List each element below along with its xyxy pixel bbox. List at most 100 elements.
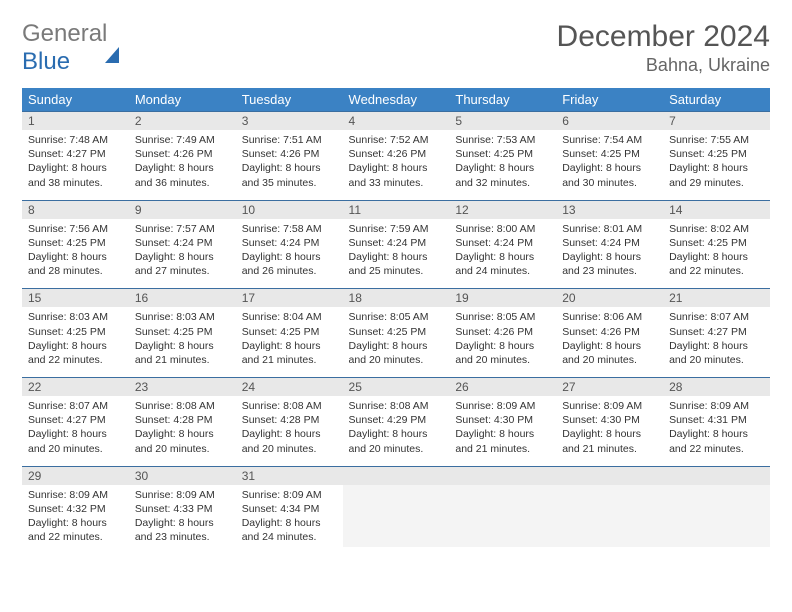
- day-cell: 26Sunrise: 8:09 AMSunset: 4:30 PMDayligh…: [449, 377, 556, 466]
- day-line-ss: Sunset: 4:26 PM: [242, 147, 337, 161]
- day-body: [663, 485, 770, 547]
- calendar-body: 1Sunrise: 7:48 AMSunset: 4:27 PMDaylight…: [22, 111, 770, 554]
- day-line-d1: Daylight: 8 hours: [669, 161, 764, 175]
- day-number: 18: [343, 289, 450, 307]
- day-body: Sunrise: 8:00 AMSunset: 4:24 PMDaylight:…: [449, 219, 556, 289]
- day-line-ss: Sunset: 4:30 PM: [455, 413, 550, 427]
- day-number: 27: [556, 378, 663, 396]
- day-line-sr: Sunrise: 8:08 AM: [135, 399, 230, 413]
- day-line-sr: Sunrise: 8:02 AM: [669, 222, 764, 236]
- day-line-d2: and 21 minutes.: [242, 353, 337, 367]
- day-number: 1: [22, 112, 129, 130]
- day-line-d1: Daylight: 8 hours: [242, 516, 337, 530]
- day-number: 28: [663, 378, 770, 396]
- triangle-icon: [105, 20, 119, 63]
- day-cell: 23Sunrise: 8:08 AMSunset: 4:28 PMDayligh…: [129, 377, 236, 466]
- calendar-row: 15 Sunrise: 8:03 AM Sunset: 4:25 PM Dayligh…: [22, 288, 770, 377]
- day-cell: 28Sunrise: 8:09 AMSunset: 4:31 PMDayligh…: [663, 377, 770, 466]
- day-line-d2: and 20 minutes.: [455, 353, 550, 367]
- day-line-ss: Sunset: 4:25 PM: [455, 147, 550, 161]
- day-line-ss: Sunset: 4:28 PM: [135, 413, 230, 427]
- day-line-ss: Sunset: 4:29 PM: [349, 413, 444, 427]
- calendar-cell: 10Sunrise: 7:58 AMSunset: 4:24 PMDayligh…: [236, 200, 343, 289]
- day-cell: 20Sunrise: 8:06 AMSunset: 4:26 PMDayligh…: [556, 288, 663, 377]
- day-line-d1: Daylight: 8 hours: [349, 161, 444, 175]
- day-line-sr: Sunrise: 7:57 AM: [135, 222, 230, 236]
- day-body: Sunrise: 8:02 AMSunset: 4:25 PMDaylight:…: [663, 219, 770, 289]
- day-line-d1: Daylight: 8 hours: [349, 339, 444, 353]
- day-line-d1: Daylight: 8 hours: [562, 339, 657, 353]
- day-line-d2: and 36 minutes.: [135, 176, 230, 190]
- day-line-d2: and 20 minutes.: [135, 442, 230, 456]
- day-cell: 10Sunrise: 7:58 AMSunset: 4:24 PMDayligh…: [236, 200, 343, 289]
- day-body: Sunrise: 7:58 AMSunset: 4:24 PMDaylight:…: [236, 219, 343, 289]
- day-line-d2: and 20 minutes.: [28, 442, 123, 456]
- day-line-ss: Sunset: 4:28 PM: [242, 413, 337, 427]
- day-line-d2: and 20 minutes.: [562, 353, 657, 367]
- weekday-header: Wednesday: [343, 88, 450, 111]
- calendar-row: 8Sunrise: 7:56 AMSunset: 4:25 PMDaylight…: [22, 200, 770, 289]
- day-line-ss: Sunset: 4:25 PM: [242, 325, 337, 339]
- day-number: 15: [22, 289, 129, 307]
- day-line-ss: Sunset: 4:27 PM: [669, 325, 764, 339]
- day-cell: 31Sunrise: 8:09 AMSunset: 4:34 PMDayligh…: [236, 466, 343, 555]
- day-cell: [343, 466, 450, 547]
- day-line-sr: Sunrise: 8:03 AM: [135, 310, 230, 324]
- day-body: Sunrise: 8:06 AMSunset: 4:26 PMDaylight:…: [556, 307, 663, 377]
- day-number: 4: [343, 112, 450, 130]
- calendar-cell: 13Sunrise: 8:01 AMSunset: 4:24 PMDayligh…: [556, 200, 663, 289]
- calendar-cell: 31Sunrise: 8:09 AMSunset: 4:34 PMDayligh…: [236, 466, 343, 555]
- location-label: Bahna, Ukraine: [557, 55, 770, 76]
- day-line-ss: Sunset: 4:31 PM: [669, 413, 764, 427]
- day-cell: 16Sunrise: 8:03 AMSunset: 4:25 PMDayligh…: [129, 288, 236, 377]
- day-cell: 1Sunrise: 7:48 AMSunset: 4:27 PMDaylight…: [22, 111, 129, 200]
- day-body: [343, 485, 450, 547]
- day-line-sr: Sunrise: 7:58 AM: [242, 222, 337, 236]
- day-cell: 30Sunrise: 8:09 AMSunset: 4:33 PMDayligh…: [129, 466, 236, 555]
- day-cell: 19Sunrise: 8:05 AMSunset: 4:26 PMDayligh…: [449, 288, 556, 377]
- calendar-cell: 5Sunrise: 7:53 AMSunset: 4:25 PMDaylight…: [449, 111, 556, 200]
- day-line-d2: and 22 minutes.: [669, 442, 764, 456]
- day-cell: 13Sunrise: 8:01 AMSunset: 4:24 PMDayligh…: [556, 200, 663, 289]
- day-body: Sunrise: 7:57 AMSunset: 4:24 PMDaylight:…: [129, 219, 236, 289]
- day-line-sr: Sunrise: 8:08 AM: [242, 399, 337, 413]
- day-body: Sunrise: 8:07 AMSunset: 4:27 PMDaylight:…: [663, 307, 770, 377]
- day-line-d2: and 24 minutes.: [242, 530, 337, 544]
- weekday-header-row: Sunday Monday Tuesday Wednesday Thursday…: [22, 88, 770, 111]
- day-cell: 4Sunrise: 7:52 AMSunset: 4:26 PMDaylight…: [343, 111, 450, 200]
- calendar-cell: 15Sunrise: 8:03 AMSunset: 4:25 PMDayligh…: [22, 288, 129, 377]
- day-number: 30: [129, 467, 236, 485]
- day-line-ss: Sunset: 4:24 PM: [349, 236, 444, 250]
- day-line-d2: and 28 minutes.: [28, 264, 123, 278]
- day-line-sr: Sunrise: 8:09 AM: [242, 488, 337, 502]
- day-line-sr: Sunrise: 8:09 AM: [562, 399, 657, 413]
- day-line-d2: and 21 minutes.: [135, 353, 230, 367]
- day-line-d1: Daylight: 8 hours: [28, 161, 123, 175]
- month-title: December 2024: [557, 20, 770, 53]
- day-body: Sunrise: 7:48 AMSunset: 4:27 PMDaylight:…: [22, 130, 129, 200]
- day-number: 10: [236, 201, 343, 219]
- day-number: 19: [449, 289, 556, 307]
- day-cell: 11Sunrise: 7:59 AMSunset: 4:24 PMDayligh…: [343, 200, 450, 289]
- weekday-header: Sunday: [22, 88, 129, 111]
- day-cell: 8Sunrise: 7:56 AMSunset: 4:25 PMDaylight…: [22, 200, 129, 289]
- day-body: Sunrise: 8:09 AMSunset: 4:31 PMDaylight:…: [663, 396, 770, 466]
- day-line-d2: and 20 minutes.: [349, 442, 444, 456]
- day-line-sr: Sunrise: 7:49 AM: [135, 133, 230, 147]
- weekday-header: Monday: [129, 88, 236, 111]
- day-body: [556, 485, 663, 547]
- day-line-d1: Daylight: 8 hours: [135, 427, 230, 441]
- day-body: Sunrise: 8:09 AMSunset: 4:33 PMDaylight:…: [129, 485, 236, 555]
- day-line-ss: Sunset: 4:25 PM: [669, 147, 764, 161]
- calendar-row: 22Sunrise: 8:07 AMSunset: 4:27 PMDayligh…: [22, 377, 770, 466]
- day-line-d1: Daylight: 8 hours: [242, 161, 337, 175]
- brand-part2: Blue: [22, 48, 70, 75]
- calendar-cell: 19Sunrise: 8:05 AMSunset: 4:26 PMDayligh…: [449, 288, 556, 377]
- calendar-cell: [449, 466, 556, 555]
- day-line-d1: Daylight: 8 hours: [562, 427, 657, 441]
- day-number: 13: [556, 201, 663, 219]
- day-line-d2: and 32 minutes.: [455, 176, 550, 190]
- day-body: Sunrise: 8:08 AMSunset: 4:29 PMDaylight:…: [343, 396, 450, 466]
- day-number: 20: [556, 289, 663, 307]
- day-line-ss: Sunset: 4:32 PM: [28, 502, 123, 516]
